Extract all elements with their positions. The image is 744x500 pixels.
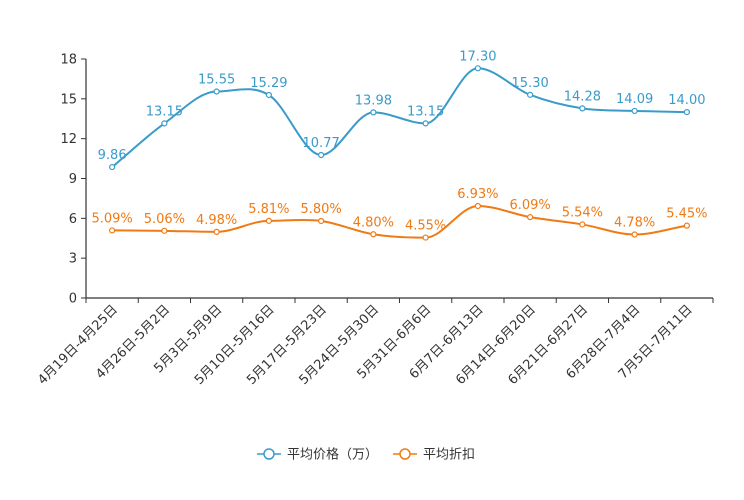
data-label: 15.29 — [250, 76, 287, 91]
legend-label: 平均价格（万） — [287, 447, 378, 463]
data-point[interactable] — [213, 88, 220, 95]
data-label: 4.55% — [405, 219, 446, 234]
data-point[interactable] — [527, 214, 534, 221]
y-tick-label: 3 — [69, 252, 77, 267]
legend-label: 平均折扣 — [423, 448, 475, 463]
data-point[interactable] — [631, 107, 638, 115]
data-label: 6.09% — [509, 198, 550, 213]
data-point[interactable] — [370, 231, 377, 238]
y-tick-label: 9 — [69, 172, 77, 187]
data-label: 5.06% — [144, 212, 185, 227]
data-label: 9.86 — [98, 148, 127, 163]
data-label: 14.28 — [564, 89, 601, 104]
data-point[interactable] — [683, 222, 690, 229]
data-label: 5.81% — [248, 202, 289, 217]
legend-item-2[interactable]: 平均折扣 — [393, 448, 475, 463]
data-point[interactable] — [474, 202, 481, 210]
series-layer: 9.86 13.15 15.55 15.29 10.77 13.98 13.15 17.30 1… — [91, 49, 708, 241]
legend-item-1[interactable]: 平均价格（万） — [257, 447, 378, 463]
data-point[interactable] — [631, 231, 638, 238]
data-label: 13.15 — [407, 104, 444, 119]
data-label: 5.54% — [562, 205, 603, 220]
legend-marker — [263, 448, 275, 460]
legend-marker — [399, 448, 411, 460]
data-point[interactable] — [527, 91, 534, 98]
data-label: 5.09% — [91, 211, 132, 226]
data-point[interactable] — [265, 217, 272, 224]
data-label: 4.98% — [196, 213, 237, 228]
data-label: 4.78% — [614, 216, 655, 231]
data-label: 15.55 — [198, 73, 235, 88]
data-label: 10.77 — [303, 136, 340, 151]
y-tick-label: 18 — [60, 53, 77, 68]
data-point[interactable] — [109, 163, 116, 171]
series-1: 9.86 13.15 15.55 15.29 10.77 13.98 13.15 17.30 1… — [98, 49, 705, 171]
data-point[interactable] — [683, 109, 690, 116]
y-tick-label: 0 — [69, 292, 77, 307]
data-point[interactable] — [474, 65, 481, 72]
data-point[interactable] — [265, 91, 272, 99]
data-label: 13.98 — [355, 93, 392, 108]
data-point[interactable] — [579, 221, 586, 228]
data-label: 5.80% — [300, 202, 341, 217]
data-label: 5.45% — [666, 207, 707, 222]
data-point[interactable] — [370, 109, 377, 116]
series-2: 5.09% 5.06% 4.98% 5.81% 5.80% 4.80% 4.55% 6.93%… — [91, 187, 708, 241]
legend[interactable]: 平均价格（万） 平均折扣 — [257, 447, 475, 463]
data-point[interactable] — [318, 151, 325, 159]
data-point[interactable] — [161, 120, 168, 127]
data-label: 14.09 — [616, 92, 653, 107]
y-tick-label: 12 — [60, 132, 77, 147]
data-label: 6.93% — [457, 187, 498, 202]
data-label: 14.00 — [668, 93, 705, 108]
data-point[interactable] — [422, 120, 429, 127]
data-point[interactable] — [318, 217, 325, 225]
y-tick-label: 6 — [69, 212, 77, 227]
data-label: 13.15 — [146, 104, 183, 119]
data-point[interactable] — [213, 228, 220, 235]
data-point[interactable] — [422, 234, 429, 241]
data-point[interactable] — [579, 105, 586, 112]
data-point[interactable] — [109, 227, 116, 234]
data-label: 15.30 — [512, 76, 549, 91]
y-tick-label: 15 — [60, 92, 77, 107]
data-label: 17.30 — [459, 49, 496, 64]
series-line — [112, 204, 688, 239]
data-label: 4.80% — [353, 215, 394, 230]
data-point[interactable] — [161, 227, 168, 234]
